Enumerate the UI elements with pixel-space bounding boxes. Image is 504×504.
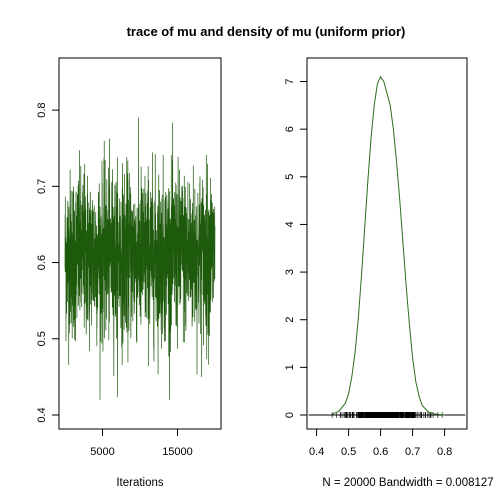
density-y-tick-label: 4 <box>284 221 296 227</box>
density-curve <box>332 75 445 416</box>
density-plot: 0.4 0.5 0.6 0.7 0.8 0 1 2 3 4 5 6 7 N = 20000 Bandw… <box>284 57 494 489</box>
density-x-tick-label: 0.6 <box>373 446 388 458</box>
density-x-axis-label: N = 20000 Bandwidth = 0.008127 <box>322 477 493 489</box>
density-y-tick-label: 0 <box>284 412 296 418</box>
density-rug <box>308 412 466 418</box>
density-x-axis: 0.4 0.5 0.6 0.7 0.8 <box>309 428 452 458</box>
density-y-tick-label: 6 <box>284 126 296 132</box>
density-y-tick-label: 7 <box>284 78 296 84</box>
trace-y-tick-label: 0.6 <box>36 255 48 270</box>
density-x-tick-label: 0.7 <box>405 446 420 458</box>
trace-plot: 5000 15000 0.4 0.5 0.6 0.7 0.8 Iterations <box>36 57 222 489</box>
trace-line <box>64 117 216 400</box>
density-plot-frame <box>306 57 468 430</box>
density-y-axis: 0 1 2 3 4 5 6 7 <box>284 78 308 418</box>
density-x-tick-label: 0.4 <box>309 446 324 458</box>
trace-y-tick-label: 0.4 <box>36 407 48 422</box>
trace-y-axis: 0.4 0.5 0.6 0.7 0.8 <box>36 102 60 423</box>
density-y-tick-label: 2 <box>284 317 296 323</box>
trace-y-tick-label: 0.8 <box>36 102 48 117</box>
trace-y-tick-label: 0.5 <box>36 331 48 346</box>
density-y-tick-label: 5 <box>284 174 296 180</box>
trace-x-axis: 5000 15000 <box>90 428 193 458</box>
trace-x-tick-label: 5000 <box>90 446 114 458</box>
density-x-tick-label: 0.8 <box>437 446 452 458</box>
trace-x-axis-label: Iterations <box>116 477 164 489</box>
density-rug-ticks <box>331 412 443 418</box>
density-y-tick-label: 3 <box>284 269 296 275</box>
trace-y-tick-label: 0.7 <box>36 179 48 194</box>
trace-x-tick-label: 15000 <box>162 446 193 458</box>
chart-title: trace of mu and density of mu (uniform p… <box>127 24 406 39</box>
density-x-tick-label: 0.5 <box>341 446 356 458</box>
trace-series <box>64 117 216 400</box>
density-y-tick-label: 1 <box>284 364 296 370</box>
